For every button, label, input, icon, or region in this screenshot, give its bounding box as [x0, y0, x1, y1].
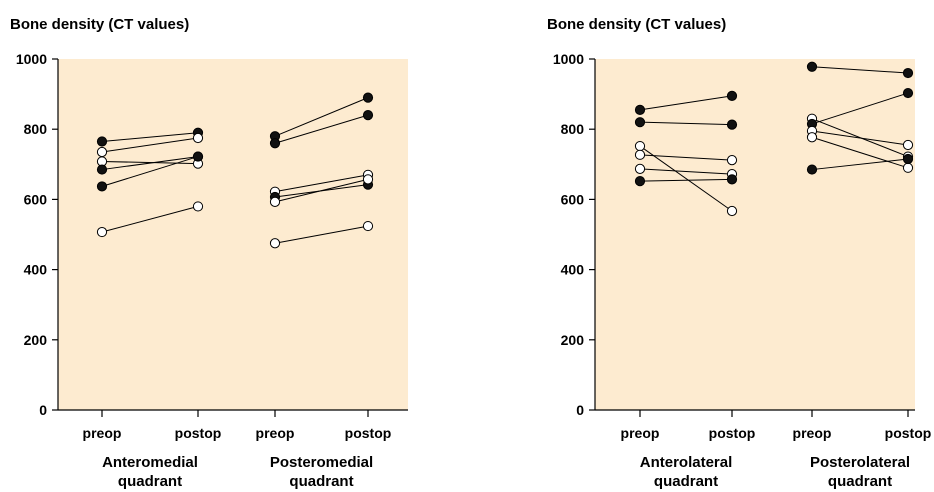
- pair-line: [101, 137, 199, 153]
- pair-line: [274, 225, 369, 244]
- data-point-filled: [806, 164, 818, 175]
- pair-line: [101, 156, 199, 171]
- x-tick-label: postop: [345, 425, 392, 441]
- y-tick-label: 0: [576, 402, 584, 418]
- data-point-open: [726, 154, 738, 166]
- y-tick-label: 800: [561, 121, 585, 137]
- chart-panel-2: Bone density (CT values) 0 200 400 600 800 100…: [547, 16, 931, 490]
- y-tick-label: 1000: [16, 51, 47, 67]
- pair-line: [101, 156, 199, 187]
- group-label: Posterolateral: [810, 454, 910, 471]
- y-tick-label: 800: [24, 121, 48, 137]
- pair-line: [274, 114, 369, 144]
- data-point-filled: [96, 136, 108, 147]
- pair-line: [101, 205, 199, 233]
- group-label: quadrant: [289, 473, 353, 490]
- y-tick-label: 0: [39, 402, 47, 418]
- data-point-open: [96, 226, 108, 238]
- data-point-open: [634, 163, 646, 174]
- data-point-open: [726, 205, 738, 217]
- y-tick-label: 200: [561, 332, 585, 348]
- data-point-filled: [634, 117, 646, 128]
- data-point-filled: [902, 67, 914, 79]
- pair-line: [811, 130, 909, 146]
- pair-line: [811, 136, 909, 169]
- data-point-filled: [634, 104, 646, 115]
- data-point-open: [192, 201, 204, 212]
- pair-line: [101, 160, 199, 165]
- data-point-open: [902, 162, 914, 173]
- data-point-filled: [96, 164, 108, 175]
- y-tick-label: 600: [561, 191, 585, 207]
- x-tick-label: preop: [621, 425, 660, 441]
- group-label: quadrant: [828, 473, 892, 490]
- group-label: Anteromedial: [102, 454, 198, 471]
- pair-line: [101, 132, 199, 142]
- data-point-filled: [726, 119, 738, 130]
- data-point-filled: [96, 181, 108, 192]
- y-axis-label: Bone density (CT values): [10, 16, 189, 33]
- data-point-open: [634, 140, 646, 152]
- y-tick-label: 200: [24, 332, 48, 348]
- x-tick-label: preop: [83, 425, 122, 441]
- data-point-open: [269, 238, 281, 249]
- data-point-filled: [192, 151, 204, 162]
- pair-line: [811, 158, 909, 171]
- y-tick-label: 1000: [553, 51, 584, 67]
- plot-area: [58, 59, 408, 410]
- plot-area: [595, 59, 915, 410]
- pair-line: [639, 95, 733, 111]
- pair-line: [639, 154, 733, 161]
- y-tick-label: 600: [24, 191, 48, 207]
- pair-line: [811, 92, 909, 125]
- data-point-filled: [902, 87, 914, 99]
- pair-line: [274, 174, 369, 193]
- data-point-open: [362, 174, 374, 185]
- data-point-filled: [269, 138, 281, 149]
- data-point-open: [634, 149, 646, 160]
- pair-line: [639, 168, 733, 175]
- pair-line: [639, 145, 733, 212]
- x-tick-label: postop: [709, 425, 756, 441]
- data-point-filled: [726, 90, 738, 101]
- x-tick-label: preop: [793, 425, 832, 441]
- pair-line: [274, 97, 369, 137]
- pair-line: [274, 178, 369, 203]
- group-label: Posteromedial: [270, 454, 373, 471]
- pair-line: [811, 66, 909, 74]
- pair-line: [639, 121, 733, 126]
- group-label: quadrant: [118, 473, 182, 490]
- data-point-filled: [362, 110, 374, 121]
- x-tick-label: postop: [175, 425, 222, 441]
- chart-panel-1: Bone density (CT values) 0 200 400 600 800 100…: [10, 16, 408, 490]
- data-point-filled: [726, 174, 738, 185]
- y-tick-label: 400: [24, 262, 48, 278]
- data-point-open: [806, 132, 818, 143]
- data-point-filled: [806, 61, 818, 72]
- data-point-filled: [634, 176, 646, 187]
- data-point-open: [902, 139, 914, 151]
- x-tick-label: postop: [885, 425, 932, 441]
- y-axis-label: Bone density (CT values): [547, 16, 726, 33]
- data-point-open: [362, 220, 374, 232]
- data-point-filled: [362, 92, 374, 103]
- data-point-filled: [902, 153, 914, 165]
- data-point-open: [192, 132, 204, 144]
- group-label: quadrant: [654, 473, 718, 490]
- data-point-open: [269, 196, 281, 207]
- pair-line: [639, 178, 733, 182]
- data-point-open: [96, 146, 108, 158]
- x-tick-label: preop: [256, 425, 295, 441]
- group-label: Anterolateral: [640, 454, 733, 471]
- y-tick-label: 400: [561, 262, 585, 278]
